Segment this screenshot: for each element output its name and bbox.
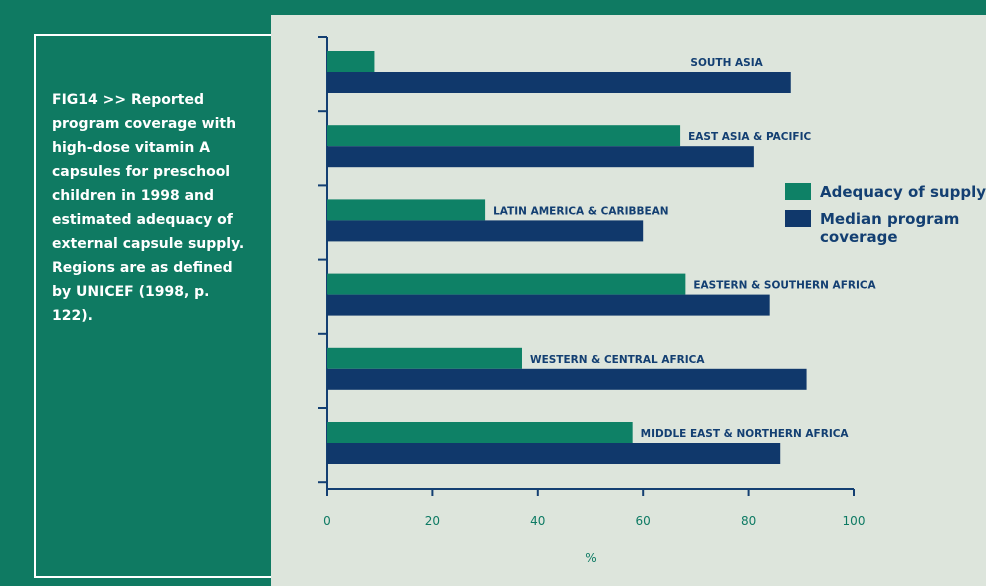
x-tick-label: 0 — [323, 514, 331, 528]
category-label: EASTERN & SOUTHERN AFRICA — [693, 280, 876, 292]
legend-swatch-adequacy — [785, 183, 811, 200]
x-tick-label: 100 — [843, 514, 866, 528]
figure-caption: FIG14 >> Reported program coverage with … — [52, 92, 245, 324]
legend-label: Median program — [820, 210, 959, 228]
bar-adequacy-of-supply — [327, 51, 375, 72]
x-tick-label: 80 — [741, 514, 756, 528]
bar-median-program-coverage — [327, 443, 781, 464]
bar-adequacy-of-supply — [327, 199, 486, 221]
bar-adequacy-of-supply — [327, 273, 686, 295]
bar-median-program-coverage — [327, 368, 807, 390]
bar-median-program-coverage — [327, 72, 791, 93]
category-label: SOUTH ASIA — [690, 57, 763, 69]
category-label: WESTERN & CENTRAL AFRICA — [530, 354, 705, 366]
x-axis-label: % — [585, 551, 596, 565]
legend-label: coverage — [820, 228, 898, 246]
legend-swatch-coverage — [785, 210, 811, 227]
x-tick-label: 20 — [425, 514, 440, 528]
x-tick-label: 40 — [530, 514, 545, 528]
bar-median-program-coverage — [327, 146, 754, 168]
caption-frame — [34, 34, 274, 578]
category-label: LATIN AMERICA & CARIBBEAN — [493, 205, 668, 217]
bar-adequacy-of-supply — [327, 422, 633, 443]
category-label: MIDDLE EAST & NORTHERN AFRICA — [641, 428, 850, 440]
x-tick-label: 60 — [636, 514, 651, 528]
bar-median-program-coverage — [327, 294, 770, 316]
bar-adequacy-of-supply — [327, 125, 681, 147]
legend-label: Adequacy of supply — [820, 183, 986, 201]
category-label: EAST ASIA & PACIFIC — [688, 131, 811, 143]
bar-median-program-coverage — [327, 220, 644, 242]
bar-adequacy-of-supply — [327, 347, 522, 369]
